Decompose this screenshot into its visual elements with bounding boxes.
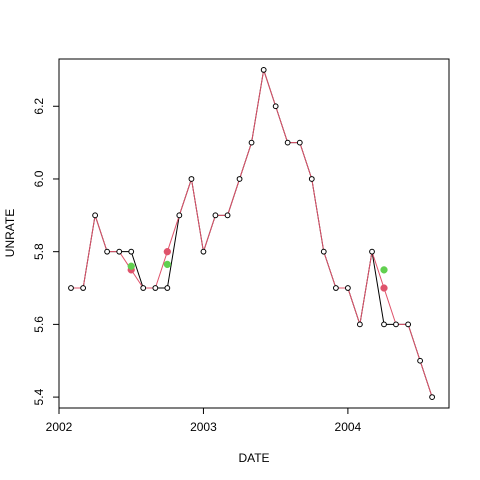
y-tick-label: 5.4	[32, 388, 46, 405]
series-red-point	[380, 284, 388, 292]
series-black-point	[308, 176, 315, 182]
series-black-point	[104, 248, 110, 255]
x-tick-label: 2003	[190, 420, 217, 434]
y-axis: 5.4 5.6 5.8 6.0 6.2	[32, 98, 59, 405]
series-black-point	[272, 103, 279, 110]
series-red-point	[163, 248, 171, 256]
y-axis-title: UNRATE	[3, 209, 17, 257]
series-green-point	[127, 262, 135, 270]
series-black-point	[260, 67, 267, 73]
x-axis-title: DATE	[238, 451, 269, 465]
series-black-point	[80, 285, 87, 291]
series-black-point	[429, 394, 436, 400]
series-black-point	[333, 285, 339, 291]
series-black-point	[284, 139, 291, 146]
series-black-point	[356, 321, 363, 328]
series-black-point	[405, 321, 412, 328]
series-black-point	[236, 176, 243, 182]
series-black-line	[70, 69, 433, 398]
series-green-point	[163, 260, 171, 269]
y-tick-label: 5.8	[32, 243, 46, 260]
series-black-point	[344, 285, 351, 291]
plot-box	[58, 58, 450, 409]
series-black-point	[320, 248, 327, 255]
x-tick-label: 2004	[335, 420, 362, 434]
series-black-point	[296, 139, 303, 146]
y-tick-label: 6.2	[32, 98, 46, 115]
series-red-line	[70, 69, 433, 398]
series-black-point	[188, 176, 195, 182]
series-black-point	[212, 212, 219, 219]
y-tick-label: 5.6	[32, 316, 46, 333]
series-black-point	[164, 285, 171, 291]
series-black-point	[152, 285, 159, 291]
series-green-point	[380, 266, 388, 274]
series-black-point	[417, 357, 424, 364]
series-black-point	[176, 212, 183, 219]
y-tick-label: 6.0	[32, 170, 46, 187]
series-layer	[68, 67, 436, 400]
x-axis: 2002 2003 2004	[46, 408, 362, 434]
series-black-point	[248, 139, 255, 146]
series-black-point	[224, 212, 231, 219]
series-black-point	[200, 248, 207, 255]
series-black-point	[116, 248, 123, 255]
series-black-point	[68, 285, 74, 291]
x-tick-label: 2002	[46, 420, 73, 434]
series-black-point	[369, 248, 375, 255]
series-black-point	[92, 212, 99, 219]
series-black-point	[393, 321, 399, 328]
series-black-point	[140, 285, 147, 291]
series-black-point	[128, 248, 135, 255]
series-black-point	[381, 321, 387, 328]
